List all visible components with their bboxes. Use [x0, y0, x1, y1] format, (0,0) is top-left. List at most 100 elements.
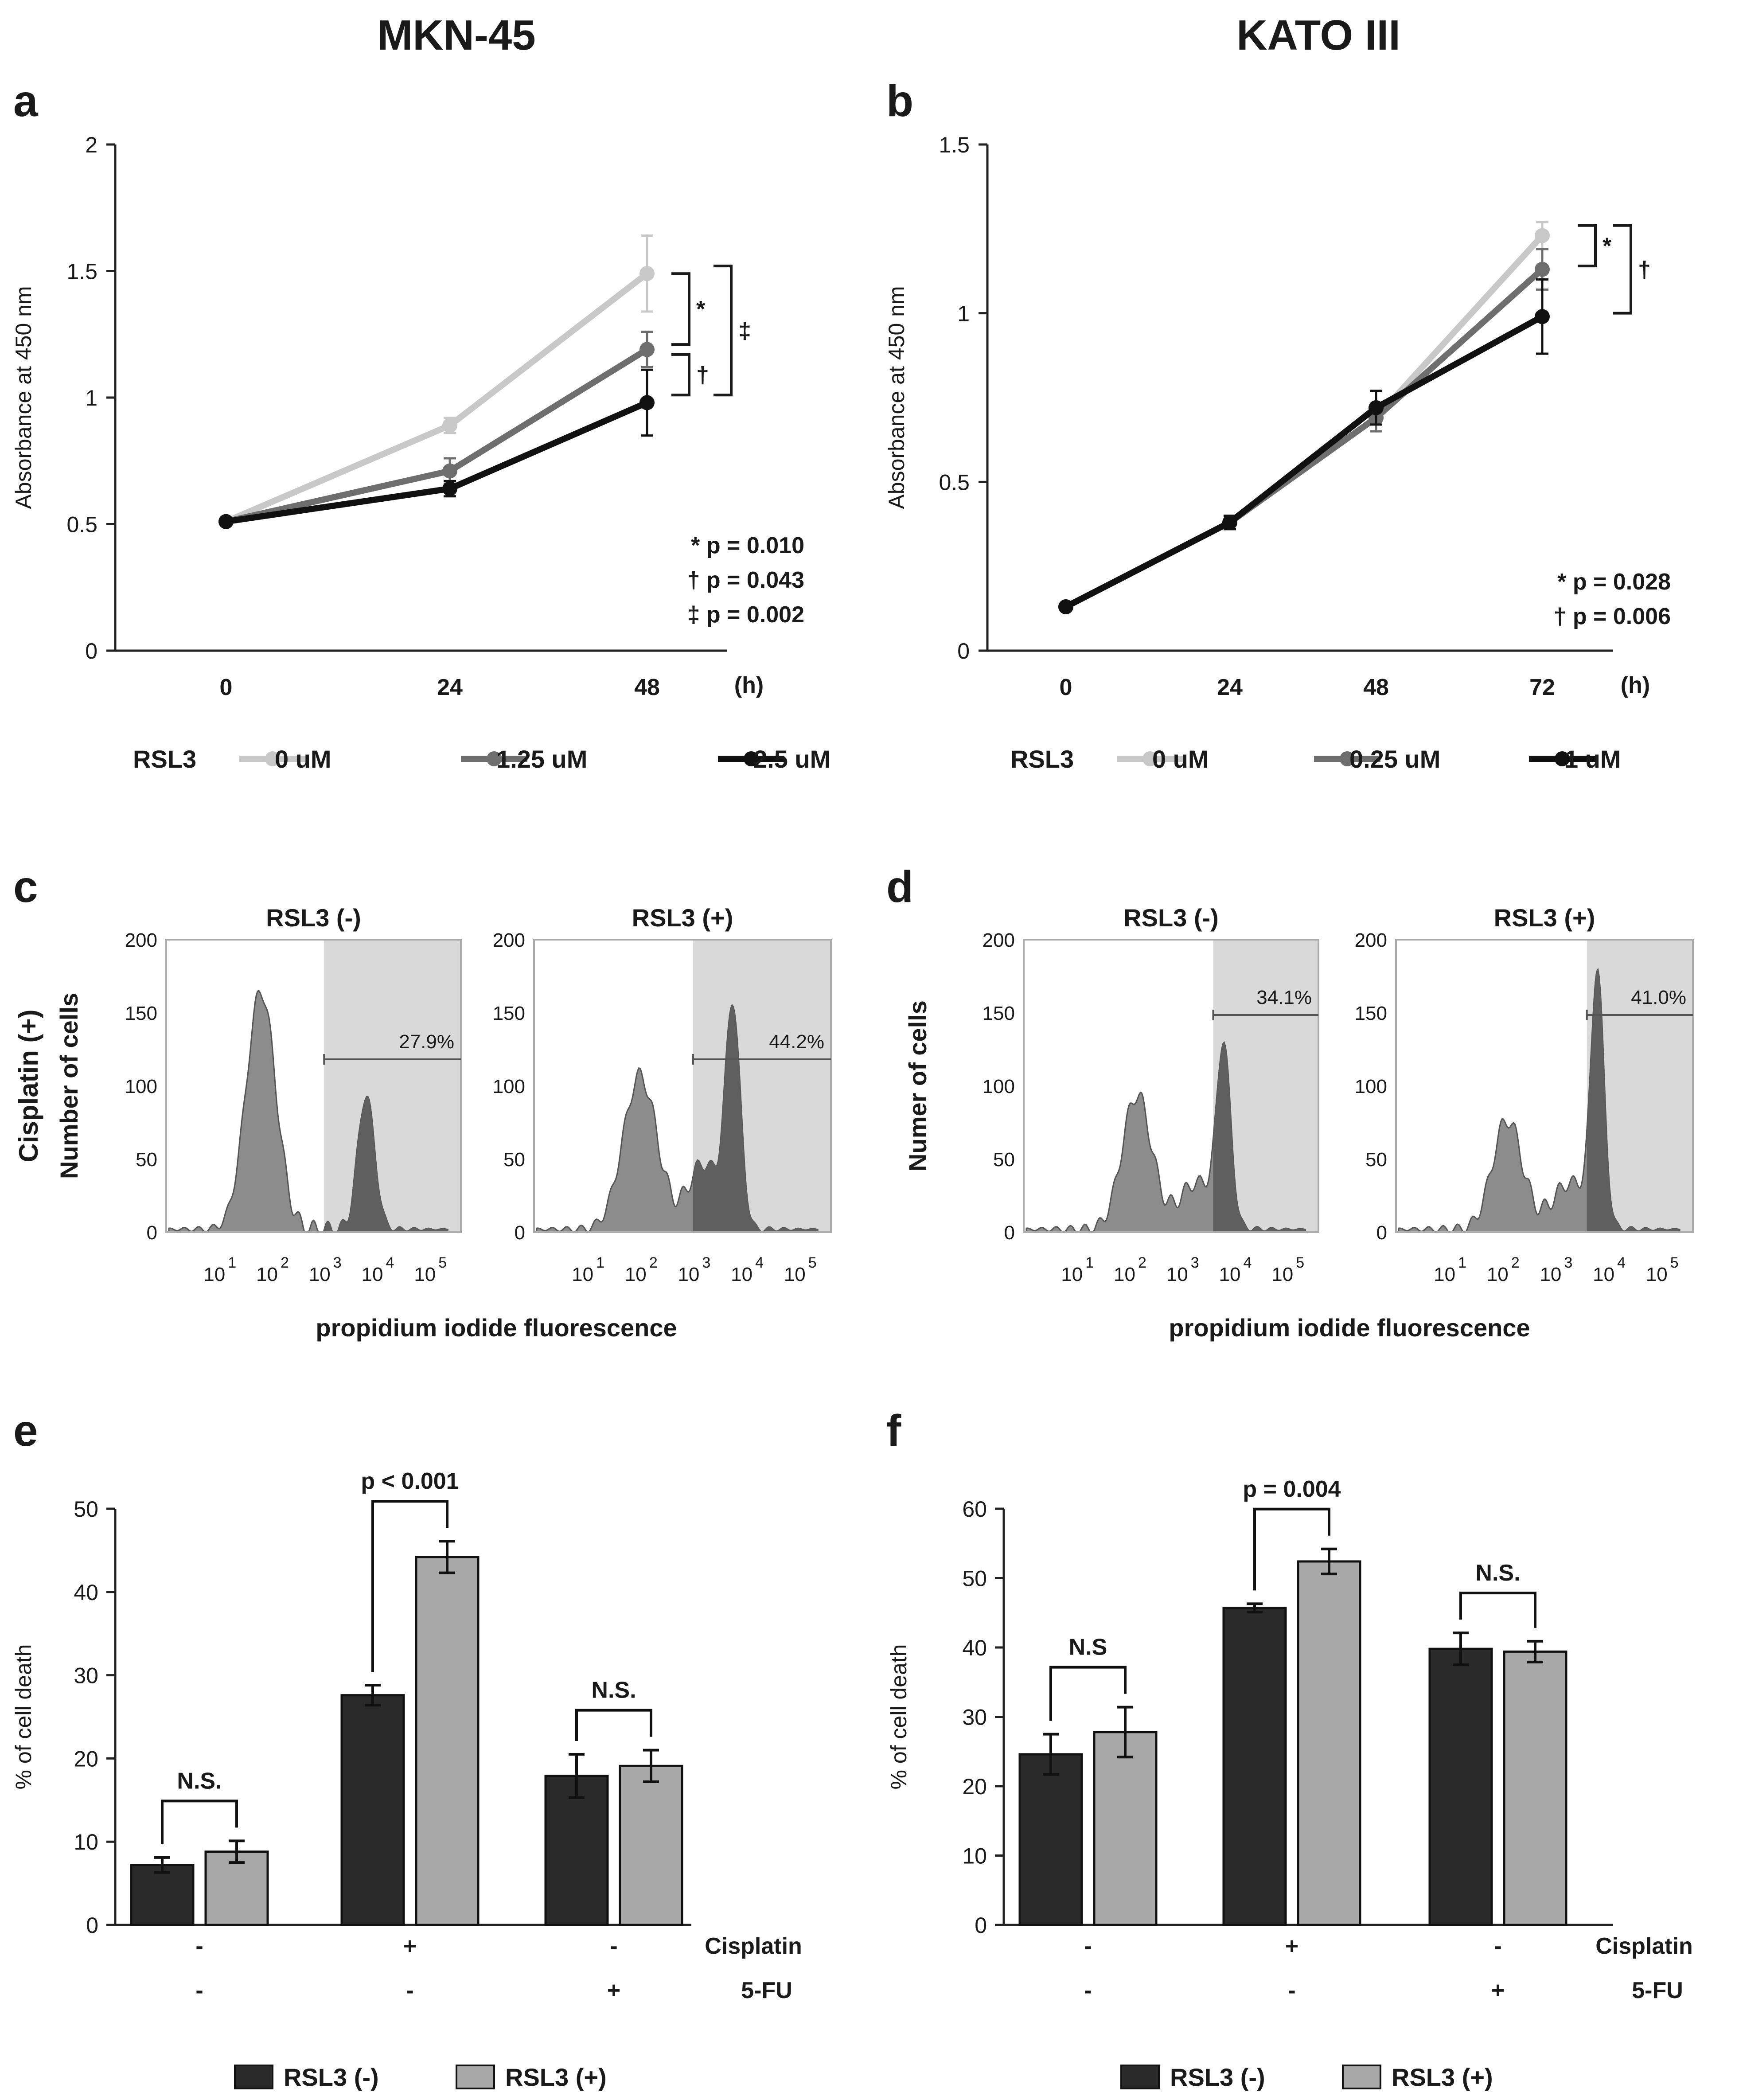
significance-bracket — [1613, 224, 1632, 315]
y-tick-label: 100 — [983, 1076, 1015, 1097]
panel-label-a: a — [13, 76, 39, 126]
legend-entry: 1 uM — [1564, 745, 1621, 773]
x-tick-exponent: 4 — [1617, 1254, 1626, 1271]
x-tick-exponent: 4 — [755, 1254, 764, 1271]
y-tick-label: 20 — [962, 1774, 987, 1799]
gate-percentage: 41.0% — [1631, 987, 1686, 1008]
significance-label: N.S — [1069, 1635, 1107, 1660]
y-tick-label: 50 — [962, 1566, 987, 1591]
chart-c-flow-mkn45: RSL3 (-)27.9%050100150200101102103104105… — [14, 904, 832, 1342]
legend-swatch — [1342, 2065, 1381, 2089]
y-tick-label: 200 — [1355, 929, 1387, 951]
x-tick-base: 10 — [1646, 1264, 1668, 1285]
bar-rsl3-pos — [1093, 1731, 1158, 1926]
chart-d-flow-kato3: RSL3 (-)34.1%050100150200101102103104105… — [904, 904, 1694, 1342]
legend-entry: RSL3 (-) — [284, 2063, 379, 2091]
y-tick-label: 10 — [962, 1844, 987, 1869]
gate-percentage: 27.9% — [399, 1031, 454, 1053]
data-point — [442, 481, 457, 496]
y-tick-label: 200 — [983, 929, 1015, 951]
x-tick-base: 10 — [1114, 1264, 1135, 1285]
x-tick-exponent: 4 — [386, 1254, 394, 1271]
data-point — [639, 266, 655, 281]
x-tick-exponent: 2 — [281, 1254, 289, 1271]
x-tick-label: 48 — [634, 675, 660, 700]
x-tick-exponent: 2 — [1138, 1254, 1146, 1271]
bracket-symbol: * — [1603, 233, 1612, 259]
y-tick-label: 50 — [136, 1149, 157, 1171]
legend-marker — [1340, 751, 1355, 766]
x-tick-exponent: 1 — [596, 1254, 604, 1271]
histogram-curve — [536, 1003, 819, 1233]
x-unit-label: (h) — [1621, 672, 1650, 698]
x-tick-base: 10 — [1061, 1264, 1083, 1285]
y-tick-label: 0 — [85, 639, 97, 664]
histogram-gated-fill — [693, 1005, 818, 1232]
x-tick-base: 10 — [1593, 1264, 1614, 1285]
bar-rsl3-pos — [415, 1556, 480, 1926]
histogram-frame — [1023, 939, 1319, 1233]
histogram-frame — [1395, 939, 1694, 1233]
legend-marker — [265, 751, 280, 766]
bracket-symbol: ‡ — [738, 318, 751, 344]
y-tick-label: 1 — [957, 301, 970, 326]
data-point — [442, 463, 457, 479]
legend-entry: RSL3 (+) — [1392, 2063, 1493, 2091]
chart-e-bars-mkn45: 0 10 20 30 40 50 % of cell death N.S. - - p < 0.00… — [11, 1468, 802, 2091]
y-tick-label: 150 — [493, 1003, 525, 1024]
x-tick-base: 10 — [1434, 1264, 1455, 1285]
bracket-symbol: * — [696, 297, 706, 322]
x-tick-exponent: 5 — [1296, 1254, 1304, 1271]
x-tick-base: 10 — [1219, 1264, 1241, 1285]
x-tick-base: 10 — [731, 1264, 753, 1285]
x-tick-base: 10 — [678, 1264, 699, 1285]
y-tick-label: 0.5 — [66, 512, 97, 537]
chart-b-growth-kato3: 0 0.5 1 1.5 0 24 48 72 (h) Absorbance at 450 nm * †… — [884, 133, 1671, 773]
legend-marker — [1142, 751, 1158, 766]
condition-5fu: - — [195, 1978, 203, 2003]
data-point — [442, 418, 457, 433]
x-tick-exponent: 5 — [438, 1254, 447, 1271]
y-tick-label: 40 — [74, 1580, 98, 1605]
histogram-title: RSL3 (+) — [632, 904, 733, 932]
y-axis-label: Numer of cells — [904, 1000, 932, 1171]
histogram-frame — [533, 939, 832, 1233]
bar-rsl3-pos — [619, 1764, 683, 1926]
row-label-cisplatin: Cisplatin — [705, 1933, 802, 1959]
y-tick-label: 50 — [74, 1497, 98, 1522]
significance-bracket — [671, 353, 690, 397]
significance-bracket — [714, 265, 733, 397]
data-point — [1535, 262, 1550, 277]
x-unit-label: (h) — [734, 672, 764, 698]
x-tick-label: 0 — [220, 675, 233, 700]
legend-title: RSL3 — [1010, 745, 1074, 773]
condition-cisplatin: - — [610, 1933, 617, 1959]
x-tick-label: 24 — [437, 675, 463, 700]
bar-rsl3-pos — [1297, 1560, 1361, 1926]
y-tick-label: 2 — [85, 133, 97, 157]
y-tick-label: 0 — [1376, 1222, 1387, 1244]
significance-bracket — [1578, 224, 1597, 268]
x-tick-base: 10 — [362, 1264, 383, 1285]
y-tick-label: 150 — [125, 1003, 157, 1024]
histogram-gated-fill — [324, 1097, 448, 1232]
x-tick-base: 10 — [1487, 1264, 1509, 1285]
condition-cisplatin: + — [403, 1933, 417, 1959]
p-value-annotation: * p = 0.010 — [691, 533, 804, 558]
histogram-title: RSL3 (+) — [1494, 904, 1595, 932]
significance-label: p = 0.004 — [1243, 1476, 1341, 1502]
x-tick-exponent: 3 — [1564, 1254, 1572, 1271]
x-tick-base: 10 — [203, 1264, 225, 1285]
x-axis-label: propidium iodide fluorescence — [1169, 1314, 1530, 1342]
x-tick-exponent: 3 — [702, 1254, 710, 1271]
series-line-0-uM — [1064, 233, 1545, 610]
chart-f-bars-kato3: 0 10 20 30 40 50 60 % of cell death N.S - - p = 0.0… — [886, 1476, 1693, 2091]
data-point — [1222, 515, 1237, 530]
title-mkn45: MKN-45 — [377, 12, 535, 59]
significance-label: N.S. — [177, 1768, 222, 1794]
legend-entry: 0.25 uM — [1349, 745, 1440, 773]
y-tick-label: 60 — [962, 1497, 987, 1522]
series-line-0-uM — [225, 271, 649, 525]
y-tick-label: 1.5 — [939, 133, 970, 157]
y-tick-label: 0 — [147, 1222, 157, 1244]
